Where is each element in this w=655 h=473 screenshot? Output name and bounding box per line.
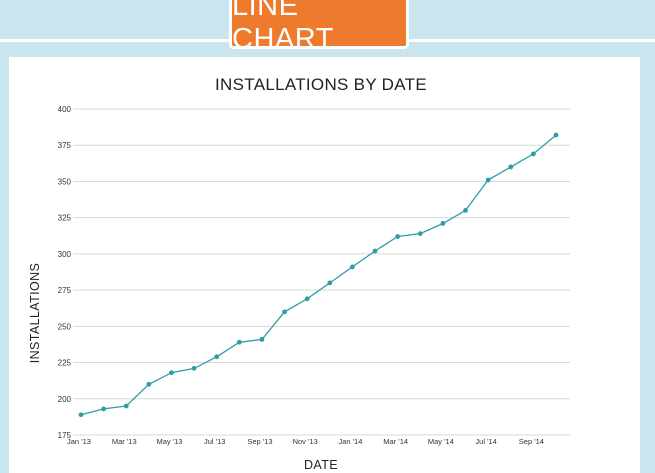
x-tick-label: Jan '14: [338, 437, 362, 446]
y-tick-label: 350: [58, 177, 72, 186]
data-point: [123, 403, 129, 409]
x-axis-ticks: Jan '13 Mar '13 May '13 Jul '13 Sep '13 Nov '…: [67, 437, 544, 446]
y-tick-label: 325: [58, 214, 72, 223]
data-point: [530, 151, 536, 157]
data-point: [214, 354, 220, 360]
x-tick-label: Nov '13: [293, 437, 318, 446]
x-tick-label: May '14: [428, 437, 454, 446]
x-tick-label: Jul '13: [204, 437, 225, 446]
series-layer: [78, 132, 559, 418]
data-point: [169, 370, 174, 376]
y-tick-label: 225: [58, 359, 72, 368]
y-axis-ticks: 175 200 225 250 275 300 325 350 375 400: [58, 105, 72, 440]
data-point: [440, 221, 446, 226]
data-point: [395, 234, 401, 239]
data-point: [282, 309, 287, 315]
grid-lines: [73, 108, 570, 436]
y-tick-label: 400: [58, 105, 72, 114]
data-point: [372, 248, 378, 254]
x-axis-label: DATE: [304, 458, 338, 472]
y-tick-label: 300: [58, 250, 72, 259]
data-point: [417, 231, 423, 237]
data-point: [508, 164, 514, 170]
data-point: [350, 264, 355, 270]
data-point: [327, 280, 333, 286]
data-point: [463, 208, 468, 213]
x-tick-label: Mar '13: [112, 437, 137, 446]
line-chart: INSTALLATIONS BY DATE 175 200 225 250 275 300…: [28, 75, 570, 472]
y-axis-label: INSTALLATIONS: [28, 263, 42, 364]
y-tick-label: 175: [58, 431, 72, 440]
x-tick-label: Jan '13: [67, 437, 91, 446]
data-point: [485, 177, 491, 183]
chart-type-badge: LINE CHART: [229, 0, 409, 55]
data-point: [191, 365, 197, 371]
x-tick-label: May '13: [156, 437, 182, 446]
y-tick-label: 250: [58, 322, 72, 331]
x-tick-label: Jul '14: [475, 437, 496, 446]
data-point: [236, 339, 242, 345]
series-line: [80, 134, 557, 416]
x-tick-label: Sep '14: [519, 437, 544, 446]
y-tick-label: 275: [58, 286, 72, 295]
chart-panel: INSTALLATIONS BY DATE 175 200 225 250 275 300…: [9, 57, 640, 473]
chart-title: INSTALLATIONS BY DATE: [215, 75, 427, 94]
x-tick-label: Mar '14: [383, 437, 408, 446]
data-point: [78, 412, 84, 418]
data-point: [304, 296, 310, 302]
data-point: [146, 381, 152, 387]
data-point: [101, 406, 107, 412]
data-point: [259, 336, 265, 342]
y-tick-label: 200: [58, 395, 72, 404]
y-tick-label: 375: [58, 141, 72, 150]
x-tick-label: Sep '13: [247, 437, 272, 446]
data-point: [553, 132, 559, 138]
